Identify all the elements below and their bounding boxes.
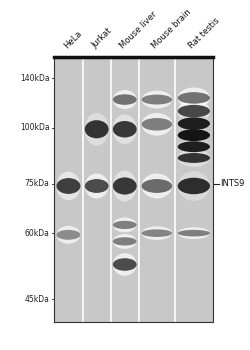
Ellipse shape — [178, 178, 210, 194]
Ellipse shape — [142, 94, 172, 105]
Text: 140kDa: 140kDa — [20, 74, 50, 83]
Text: 75kDa: 75kDa — [24, 179, 50, 188]
Bar — [139, 58, 175, 322]
Ellipse shape — [178, 171, 210, 201]
Bar — [175, 58, 213, 322]
Text: 100kDa: 100kDa — [20, 123, 50, 132]
Bar — [54, 58, 213, 322]
Ellipse shape — [178, 125, 210, 146]
Ellipse shape — [178, 105, 210, 117]
Ellipse shape — [113, 90, 137, 109]
Ellipse shape — [113, 170, 137, 201]
Text: 45kDa: 45kDa — [24, 295, 50, 304]
Ellipse shape — [178, 227, 210, 239]
Ellipse shape — [142, 226, 172, 240]
Ellipse shape — [85, 113, 108, 146]
Ellipse shape — [85, 179, 108, 193]
Ellipse shape — [142, 229, 172, 237]
Ellipse shape — [142, 179, 172, 193]
Ellipse shape — [113, 114, 137, 144]
Ellipse shape — [142, 118, 172, 131]
Ellipse shape — [113, 177, 137, 195]
Text: Mouse brain: Mouse brain — [150, 7, 194, 50]
Ellipse shape — [56, 178, 80, 194]
Ellipse shape — [142, 91, 172, 108]
Ellipse shape — [113, 258, 137, 271]
Ellipse shape — [178, 230, 210, 237]
Ellipse shape — [178, 129, 210, 141]
Ellipse shape — [178, 149, 210, 167]
Ellipse shape — [113, 237, 137, 246]
Ellipse shape — [56, 230, 80, 240]
Ellipse shape — [178, 92, 210, 104]
Bar — [54, 58, 82, 322]
Ellipse shape — [178, 153, 210, 163]
Text: Mouse liver: Mouse liver — [118, 9, 159, 50]
Text: INTS9: INTS9 — [220, 179, 244, 188]
Ellipse shape — [178, 88, 210, 108]
Ellipse shape — [56, 172, 80, 200]
Ellipse shape — [113, 217, 137, 232]
Text: Jurkat: Jurkat — [90, 26, 114, 50]
Text: HeLa: HeLa — [62, 29, 84, 50]
Bar — [111, 58, 139, 322]
Ellipse shape — [178, 112, 210, 135]
Ellipse shape — [178, 117, 210, 130]
Ellipse shape — [56, 226, 80, 244]
Ellipse shape — [142, 174, 172, 198]
Ellipse shape — [85, 120, 108, 138]
Ellipse shape — [178, 141, 210, 152]
Ellipse shape — [178, 100, 210, 122]
Ellipse shape — [113, 221, 137, 229]
Ellipse shape — [113, 253, 137, 276]
Text: Rat testis: Rat testis — [188, 16, 222, 50]
Ellipse shape — [113, 234, 137, 249]
Ellipse shape — [178, 137, 210, 156]
Ellipse shape — [113, 94, 137, 105]
Ellipse shape — [113, 121, 137, 138]
Ellipse shape — [85, 174, 108, 198]
Text: 60kDa: 60kDa — [24, 229, 50, 238]
Ellipse shape — [142, 113, 172, 135]
Bar — [82, 58, 111, 322]
